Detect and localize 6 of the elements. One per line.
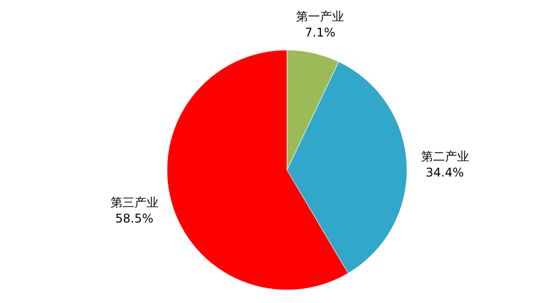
data-label: 58.5%: [115, 212, 154, 226]
data-label: 7.1%: [304, 26, 336, 40]
data-label: 34.4%: [426, 165, 464, 180]
slice-label: 第二产业: [420, 149, 469, 164]
slice-label: 第一产业: [296, 10, 344, 24]
slice-label: 第三产业: [110, 196, 158, 210]
